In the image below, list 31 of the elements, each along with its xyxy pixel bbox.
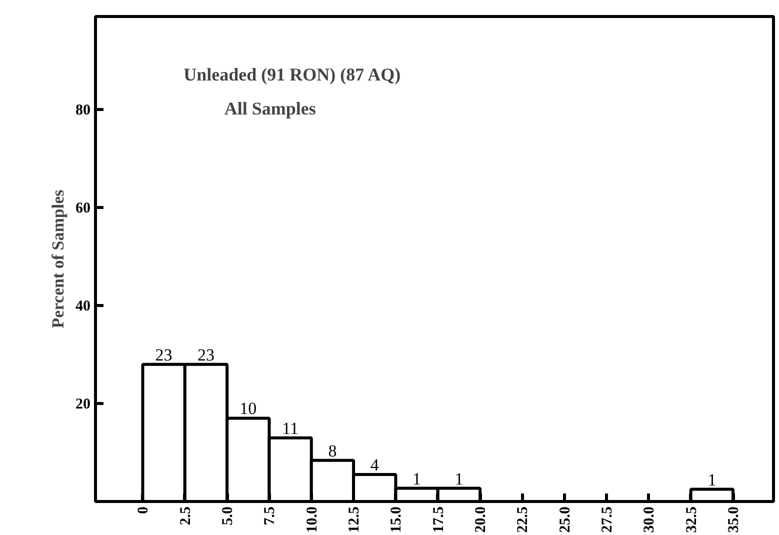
x-tick-label: 5.0	[220, 506, 236, 526]
x-tick-label: 35.0	[726, 506, 742, 533]
annotation: 11	[282, 418, 298, 438]
y-tick-label: 40	[76, 298, 90, 315]
annotation: 23	[155, 345, 172, 364]
annotation: 23	[197, 345, 214, 364]
x-tick-label: 10.0	[304, 506, 320, 533]
x-tick-label: 27.5	[600, 506, 616, 533]
annotation: 1	[454, 469, 464, 488]
annotation: 1	[412, 469, 422, 488]
x-tick-label: 7.5	[262, 506, 278, 526]
x-tick-label: 20.0	[473, 506, 490, 533]
x-tick-label: 12.5	[346, 506, 363, 533]
x-tick-label: 2.5	[178, 506, 194, 526]
x-tick-label: 15.0	[388, 506, 405, 533]
y-tick-label: 80	[76, 102, 90, 119]
x-tick-label: 32.5	[684, 506, 700, 533]
annotation: 4	[370, 456, 380, 475]
annotation: 10	[240, 399, 257, 418]
x-tick-label: 0	[136, 506, 152, 514]
annotation: 8	[328, 441, 337, 460]
annotation: 1	[708, 470, 716, 490]
x-tick-label: 25.0	[557, 506, 574, 533]
x-tick-label: 30.0	[642, 506, 658, 533]
x-tick-label: 17.5	[430, 506, 447, 533]
x-tick-label: 22.5	[515, 506, 532, 533]
text: Unleaded (91 RON) (87 AQ)	[184, 64, 401, 84]
text: All Samples	[224, 98, 316, 118]
y-axis-title: Percent of Samples	[48, 189, 68, 328]
y-tick-label: 60	[76, 200, 90, 217]
y-tick-label: 20	[76, 396, 90, 413]
